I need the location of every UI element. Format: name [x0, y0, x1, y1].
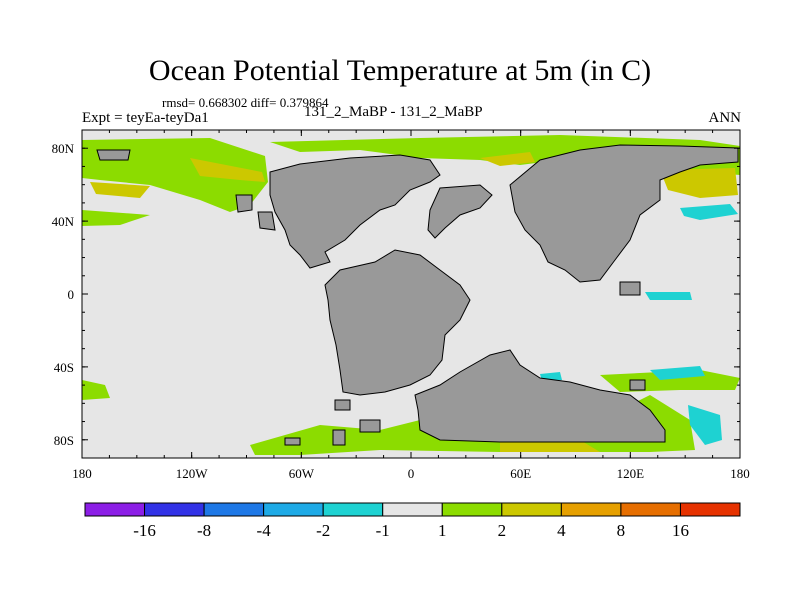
colorbar-label: 16	[672, 521, 689, 540]
y-tick-label: 40N	[52, 214, 75, 229]
anomaly-south-warm	[500, 440, 600, 452]
colorbar-swatch	[560, 502, 622, 517]
island-north-west-2	[257, 211, 276, 231]
season-label: ANN	[708, 110, 742, 126]
colorbar-label: -2	[316, 521, 330, 540]
island-south-small-1	[284, 437, 301, 446]
x-axis-ticks: 180 120W 60W 0 60E 120E 180	[72, 130, 750, 481]
anomaly-equatorial-pacific	[82, 210, 150, 226]
anomaly-north-warm-west	[190, 158, 265, 182]
colorbar-swatch	[322, 502, 384, 517]
colorbar-swatch	[679, 502, 741, 517]
landmass-south-west	[324, 249, 471, 396]
colorbar-label: -4	[257, 521, 272, 540]
colorbar-swatch	[144, 502, 205, 517]
plot-title: Ocean Potential Temperature at 5m (in C)	[148, 54, 652, 87]
island-north-west-1	[235, 194, 253, 213]
colorbar-swatch	[501, 502, 562, 517]
x-tick-label: 60E	[510, 466, 531, 481]
colorbar-swatch	[382, 502, 443, 517]
y-axis-ticks: 80N 40N 0 40S 80S	[52, 129, 740, 459]
map-panel: 180 120W 60W 0 60E 120E 180 80N 40N 0 40S 80S	[52, 129, 750, 481]
x-tick-label: 120W	[176, 466, 209, 481]
experiment-label: Expt = teyEa-teyDa1	[82, 110, 209, 126]
y-tick-label: 0	[68, 287, 75, 302]
landmass-north-west	[269, 154, 441, 269]
colorbar: -16 -8 -4 -2 -1 1 2 4 8 16	[84, 502, 741, 540]
landmass-south-east	[414, 349, 666, 443]
anomaly-north-warm-sw	[90, 182, 150, 198]
x-tick-label: 60W	[289, 466, 315, 481]
colorbar-label: -16	[133, 521, 156, 540]
colorbar-label: 4	[557, 521, 566, 540]
colorbar-swatch	[620, 502, 681, 517]
colorbar-label: 1	[438, 521, 447, 540]
x-tick-label: 180	[72, 466, 92, 481]
colorbar-label: 8	[617, 521, 626, 540]
colorbar-swatch	[203, 502, 265, 517]
anomaly-cool-equatorial	[645, 292, 692, 300]
landmass-arctic-center	[427, 184, 493, 239]
y-tick-label: 40S	[54, 360, 74, 375]
colorbar-label: 2	[498, 521, 507, 540]
island-north-small-1	[96, 149, 131, 161]
anomaly-cool-southern-ocean	[688, 405, 722, 445]
y-tick-label: 80S	[54, 433, 74, 448]
island-south-small-4	[334, 399, 351, 411]
anomaly-cool-south-east	[650, 366, 705, 380]
colorbar-swatch	[441, 502, 503, 517]
anomaly-south-west	[82, 380, 110, 400]
anomaly-arctic-warm	[480, 152, 535, 166]
anomaly-cool-nw-pacific	[680, 204, 738, 220]
colorbar-label: -1	[376, 521, 390, 540]
colorbar-swatch	[263, 502, 324, 517]
colorbar-swatch	[84, 502, 146, 517]
x-tick-label: 120E	[617, 466, 645, 481]
island-south-small-2	[332, 429, 346, 446]
x-tick-label: 180	[730, 466, 750, 481]
island-east-small-1	[619, 281, 641, 296]
island-east-small-2	[629, 379, 646, 391]
island-south-small-3	[359, 419, 381, 433]
stats-text: rmsd= 0.668302 diff= 0.379864	[162, 95, 329, 110]
land-layer	[96, 144, 739, 446]
y-tick-label: 80N	[52, 141, 75, 156]
periods-label: 131_2_MaBP - 131_2_MaBP	[304, 104, 483, 120]
anomaly-north-warm-east	[660, 168, 738, 198]
x-tick-label: 0	[408, 466, 415, 481]
landmass-north-east	[509, 144, 739, 283]
colorbar-label: -8	[197, 521, 211, 540]
